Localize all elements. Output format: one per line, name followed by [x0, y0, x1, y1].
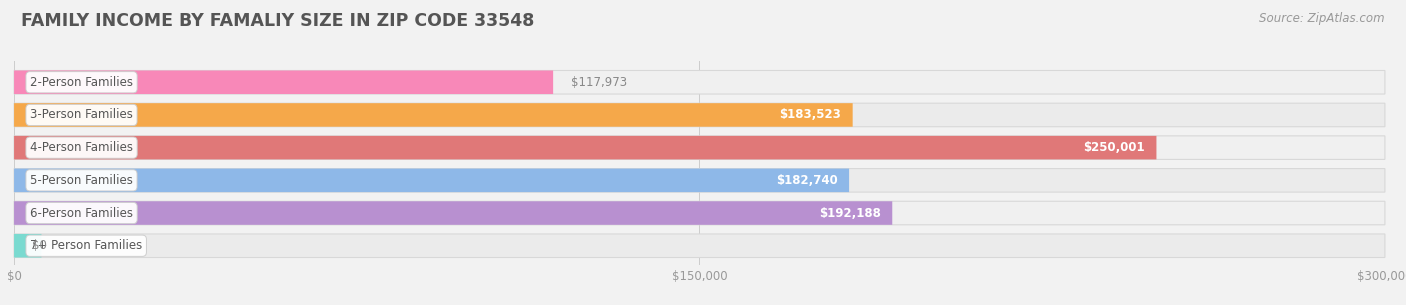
Text: $0: $0 — [32, 239, 48, 252]
FancyBboxPatch shape — [14, 103, 1385, 127]
Text: $250,001: $250,001 — [1084, 141, 1144, 154]
Text: Source: ZipAtlas.com: Source: ZipAtlas.com — [1260, 12, 1385, 25]
Text: 7+ Person Families: 7+ Person Families — [30, 239, 142, 252]
Text: 6-Person Families: 6-Person Families — [30, 206, 134, 220]
FancyBboxPatch shape — [14, 169, 1385, 192]
Text: FAMILY INCOME BY FAMALIY SIZE IN ZIP CODE 33548: FAMILY INCOME BY FAMALIY SIZE IN ZIP COD… — [21, 12, 534, 30]
Text: $117,973: $117,973 — [571, 76, 627, 89]
Text: $183,523: $183,523 — [779, 109, 841, 121]
FancyBboxPatch shape — [14, 169, 849, 192]
Text: 5-Person Families: 5-Person Families — [30, 174, 134, 187]
FancyBboxPatch shape — [14, 201, 893, 225]
Text: $192,188: $192,188 — [818, 206, 880, 220]
FancyBboxPatch shape — [14, 103, 852, 127]
FancyBboxPatch shape — [14, 136, 1157, 160]
FancyBboxPatch shape — [14, 70, 1385, 94]
Text: 3-Person Families: 3-Person Families — [30, 109, 134, 121]
FancyBboxPatch shape — [14, 136, 1385, 160]
Text: 4-Person Families: 4-Person Families — [30, 141, 134, 154]
FancyBboxPatch shape — [14, 234, 1385, 257]
Text: 2-Person Families: 2-Person Families — [30, 76, 134, 89]
Text: $182,740: $182,740 — [776, 174, 838, 187]
FancyBboxPatch shape — [14, 70, 553, 94]
FancyBboxPatch shape — [14, 201, 1385, 225]
FancyBboxPatch shape — [14, 234, 42, 257]
